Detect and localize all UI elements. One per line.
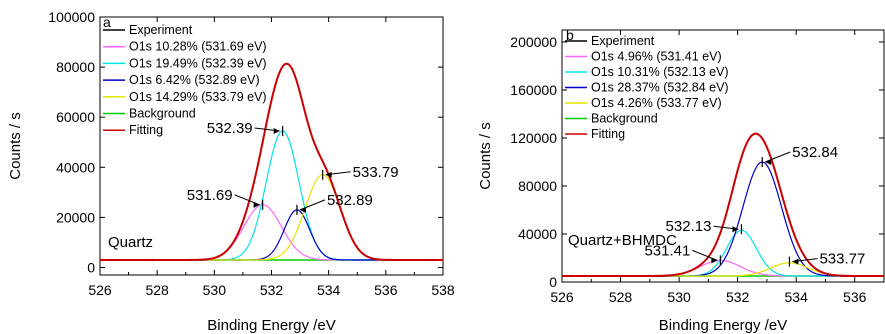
legend-label: O1s 10.28% (531.69 eV): [129, 40, 267, 54]
y-tick-label: 80000: [518, 178, 557, 194]
annotation-arrowhead: [299, 206, 306, 213]
y-tick-label: 160000: [510, 82, 557, 98]
x-tick-label: 528: [609, 289, 633, 305]
legend-label: Experiment: [129, 23, 193, 37]
peak-label: 532.84: [792, 144, 838, 161]
x-tick-label: 532: [726, 289, 750, 305]
x-tick-label: 530: [203, 282, 227, 298]
x-tick-label: 534: [317, 282, 341, 298]
x-tick-label: 530: [667, 289, 691, 305]
legend-label: O1s 14.29% (533.79 eV): [129, 90, 267, 104]
legend-label: O1s 28.37% (532.84 eV): [591, 81, 729, 95]
x-axis-label: Binding Energy /eV: [207, 317, 335, 334]
legend-label: Background: [129, 107, 196, 121]
annotation-arrowhead: [253, 201, 260, 208]
y-tick-label: 20000: [56, 209, 95, 225]
annotation-arrowhead: [711, 257, 718, 264]
peak-label: 532.39: [207, 120, 253, 137]
plot-frame: [561, 29, 885, 283]
x-tick-label: 536: [374, 282, 398, 298]
annotation-arrowhead: [273, 127, 280, 134]
sample-label: Quartz: [108, 234, 153, 251]
x-tick-label: 532: [260, 282, 284, 298]
y-tick-label: 40000: [56, 159, 95, 175]
annotation-arrowhead: [325, 171, 332, 178]
fitting-line: [100, 62, 443, 261]
legend-label: O1s 4.96% (531.41 eV): [591, 50, 722, 64]
x-tick-label: 536: [843, 289, 867, 305]
x-axis-label: Binding Energy /eV: [659, 317, 787, 334]
legend-label: O1s 6.42% (532.89 eV): [129, 73, 260, 87]
peak-label: 532.13: [666, 218, 712, 235]
component-peak-1: [100, 204, 443, 261]
x-tick-label: 534: [785, 289, 809, 305]
legend-label: O1s 10.31% (532.13 eV): [591, 65, 729, 79]
x-tick-label: 526: [550, 289, 574, 305]
y-tick-label: 0: [549, 274, 557, 290]
y-tick-label: 100000: [48, 9, 95, 25]
peak-label: 533.79: [353, 164, 399, 181]
legend-label: O1s 4.26% (533.77 eV): [591, 96, 722, 110]
y-axis-label: Counts / s: [7, 112, 24, 180]
panel-b: 526 528 530 532 534 536 0 40000 80000 120000 16000…: [477, 27, 885, 334]
annotation-arrowhead: [792, 258, 799, 265]
y-axis-label: Counts / s: [477, 122, 494, 190]
panel-a: 526 528 530 532 534 536 538 0 20000 40000 60000 800…: [7, 9, 455, 334]
y-tick-label: 40000: [518, 226, 557, 242]
x-tick-label: 526: [88, 282, 112, 298]
y-tick-label: 60000: [56, 109, 95, 125]
legend-label: Fitting: [129, 123, 163, 137]
panel-label: a: [103, 14, 111, 30]
y-tick-label: 120000: [510, 130, 557, 146]
y-tick-label: 200000: [510, 34, 557, 50]
panel-label: b: [566, 27, 574, 43]
peak-label: 531.41: [644, 242, 690, 259]
peak-label: 532.89: [327, 192, 373, 209]
legend-label: O1s 19.49% (532.39 eV): [129, 56, 267, 70]
peak-label: 531.69: [187, 187, 233, 204]
sample-label: Quartz+BHMDC: [568, 232, 677, 249]
annotation-arrowhead: [732, 226, 739, 233]
legend-label: Fitting: [591, 127, 625, 141]
y-tick-label: 80000: [56, 59, 95, 75]
fitting-line: [562, 132, 884, 277]
legend-label: Background: [591, 112, 658, 126]
legend-label: Experiment: [591, 34, 655, 48]
x-tick-label: 528: [145, 282, 169, 298]
annotation-arrowhead: [765, 159, 772, 165]
peak-label: 533.77: [819, 251, 865, 268]
x-tick-label: 538: [431, 282, 455, 298]
y-tick-label: 0: [87, 259, 95, 275]
